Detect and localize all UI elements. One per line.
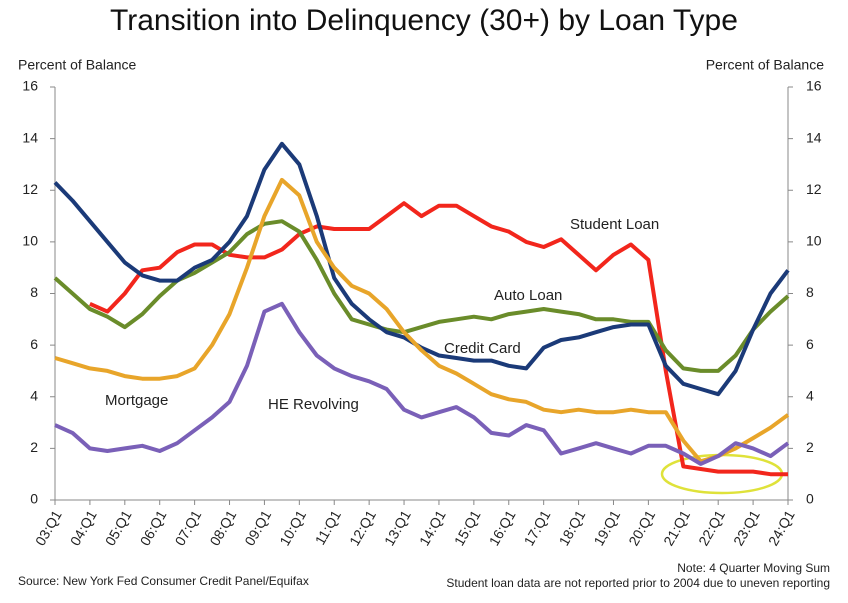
x-tick-label: 16:Q1 <box>486 507 519 548</box>
series-line <box>54 177 790 464</box>
x-tick-label: 14:Q1 <box>416 507 449 548</box>
y2-tick-label: 4 <box>806 387 814 403</box>
y-tick-label: 2 <box>30 439 38 455</box>
x-tick-label: 10:Q1 <box>276 507 309 548</box>
x-tick-label: 08:Q1 <box>206 507 239 548</box>
source: Source: New York Fed Consumer Credit Pan… <box>18 574 309 588</box>
y2-tick-label: 16 <box>806 78 822 94</box>
series-label: Student Loan <box>570 216 659 233</box>
x-tick-label: 19:Q1 <box>590 507 623 548</box>
y2-axis-label: Percent of Balance <box>706 57 825 73</box>
y2-tick-label: 6 <box>806 336 814 352</box>
y-tick-label: 14 <box>22 129 38 145</box>
y2-tick-label: 8 <box>806 284 814 300</box>
x-tick-label: 06:Q1 <box>137 507 170 548</box>
x-tick-label: 20:Q1 <box>625 507 658 548</box>
series-label: Credit Card <box>444 340 521 357</box>
y-axis-label: Percent of Balance <box>18 57 137 73</box>
x-tick-label: 03:Q1 <box>32 507 65 548</box>
series-line <box>53 141 790 397</box>
series-line <box>54 301 790 466</box>
x-tick-label: 18:Q1 <box>555 507 588 548</box>
x-tick-label: 23:Q1 <box>730 507 763 548</box>
y-tick-label: 10 <box>22 233 38 249</box>
note: Student loan data are not reported prior… <box>446 576 830 590</box>
x-tick-label: 05:Q1 <box>102 507 135 548</box>
x-tick-label: 11:Q1 <box>312 507 345 547</box>
series-label: Mortgage <box>105 392 168 409</box>
x-tick-label: 24:Q1 <box>765 507 798 548</box>
y-tick-label: 8 <box>30 284 38 300</box>
y2-tick-label: 12 <box>806 181 822 197</box>
x-tick-label: 15:Q1 <box>451 507 484 548</box>
x-tick-label: 21:Q1 <box>660 507 693 548</box>
x-tick-label: 17:Q1 <box>521 507 554 548</box>
series-label: Auto Loan <box>494 287 562 304</box>
x-tick-label: 12:Q1 <box>346 507 379 548</box>
chart-title: Transition into Delinquency (30+) by Loa… <box>110 4 738 37</box>
y-tick-label: 4 <box>30 387 38 403</box>
y-tick-label: 0 <box>30 491 38 507</box>
x-tick-label: 09:Q1 <box>241 507 274 548</box>
note: Note: 4 Quarter Moving Sum <box>677 561 830 575</box>
x-tick-label: 13:Q1 <box>381 507 414 548</box>
y-tick-label: 16 <box>22 78 38 94</box>
series-line <box>89 201 788 477</box>
series-label: HE Revolving <box>268 396 359 413</box>
y-tick-label: 6 <box>30 336 38 352</box>
y2-tick-label: 14 <box>806 129 822 145</box>
x-tick-label: 22:Q1 <box>695 507 728 548</box>
x-tick-label: 07:Q1 <box>171 507 204 548</box>
y2-tick-label: 10 <box>806 233 822 249</box>
y2-tick-label: 2 <box>806 439 814 455</box>
y-tick-label: 12 <box>22 181 38 197</box>
y2-tick-label: 0 <box>806 491 814 507</box>
x-tick-label: 04:Q1 <box>67 507 100 548</box>
